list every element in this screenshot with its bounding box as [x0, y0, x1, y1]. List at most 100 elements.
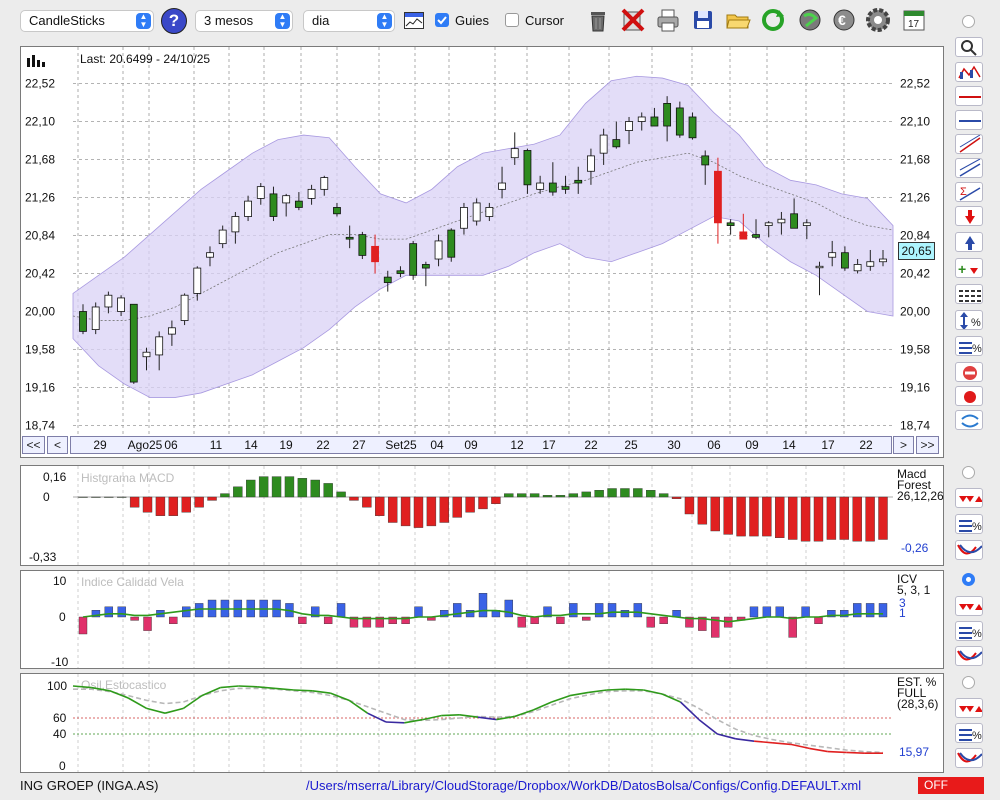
- help-icon[interactable]: ?: [161, 8, 187, 34]
- zoom-icon[interactable]: [955, 37, 983, 57]
- stoch-panel: Osil.Estocastico 100 60 40 0 EST. % FULL (28,3,…: [20, 673, 944, 773]
- icv-bar: [814, 616, 823, 625]
- currency-icon[interactable]: €: [830, 6, 858, 34]
- candle: [802, 222, 811, 226]
- candlestick-type-icon[interactable]: [955, 62, 983, 82]
- print-icon[interactable]: [654, 6, 682, 34]
- svg-text:%: %: [972, 343, 982, 355]
- date-label: 06: [164, 438, 178, 452]
- y-tick-label: 21,26: [25, 191, 55, 205]
- candle: [371, 245, 379, 263]
- horizontal-line-blue-icon[interactable]: [955, 110, 983, 130]
- curve-indicator-icon[interactable]: [955, 748, 983, 768]
- icv-bar: [633, 603, 643, 618]
- macd-bar: [362, 496, 372, 508]
- guides-checkbox[interactable]: [435, 13, 449, 27]
- stoch-k-segment: [625, 688, 644, 691]
- list-lines-icon[interactable]: [955, 284, 983, 304]
- stoch-k-segment: [404, 718, 423, 724]
- icv-bar: [298, 616, 307, 625]
- date-label: 14: [244, 438, 258, 452]
- chart-type-value: CandleSticks: [29, 13, 105, 28]
- chevron-updown-icon: ▲ ▼: [275, 13, 290, 29]
- legend-label: 3: [899, 596, 906, 610]
- candle: [206, 252, 214, 258]
- open-folder-icon[interactable]: [724, 6, 752, 34]
- ticker-label: ING GROEP (INGA.AS): [20, 778, 159, 793]
- interval-select[interactable]: dia ▲ ▼: [303, 10, 395, 32]
- buy-arrow-icon[interactable]: [955, 232, 983, 252]
- candle: [625, 121, 633, 131]
- candle: [142, 351, 151, 358]
- config-path-link[interactable]: /Users/mserra/Library/CloudStorage/Dropb…: [306, 778, 862, 793]
- nav-next-button[interactable]: >: [893, 436, 914, 454]
- curve-indicator-icon[interactable]: [955, 540, 983, 560]
- icv-bar: [543, 606, 552, 618]
- globe-icon[interactable]: [796, 6, 824, 34]
- signals-icon[interactable]: [955, 596, 983, 616]
- candle: [637, 116, 646, 122]
- candle: [726, 222, 735, 226]
- channel-line-icon[interactable]: [955, 158, 983, 178]
- save-icon[interactable]: [689, 6, 717, 34]
- macd-bar: [78, 496, 88, 498]
- curve-indicator-icon[interactable]: [955, 646, 983, 666]
- candle: [421, 264, 430, 269]
- chart-settings-icon[interactable]: [404, 12, 424, 29]
- fibonacci-icon[interactable]: Σ: [955, 182, 983, 202]
- refresh-icon[interactable]: [759, 6, 787, 34]
- chart-type-select[interactable]: CandleSticks ▲ ▼: [20, 10, 154, 32]
- signals-icon[interactable]: [955, 698, 983, 718]
- macd-bar: [284, 476, 295, 498]
- clear-forbidden-icon[interactable]: [955, 362, 983, 382]
- current-price-badge: 20,65: [898, 242, 935, 260]
- macd-bar: [387, 496, 398, 523]
- percent-range-icon[interactable]: %: [955, 310, 983, 330]
- calendar-icon[interactable]: 17: [900, 6, 928, 34]
- stoch-k-segment: [588, 689, 607, 694]
- candle: [485, 207, 494, 217]
- date-label: 09: [464, 438, 478, 452]
- signals-icon[interactable]: [955, 488, 983, 508]
- panel-select-radio-1[interactable]: [962, 466, 975, 479]
- stoch-k-segment: [551, 694, 571, 703]
- record-icon[interactable]: [955, 386, 983, 406]
- trend-line-icon[interactable]: [955, 134, 983, 154]
- stoch-k-segment: [846, 751, 865, 754]
- panel-select-radio-3[interactable]: [962, 676, 975, 689]
- nav-prev-button[interactable]: <: [47, 436, 68, 454]
- trash-icon[interactable]: [584, 6, 612, 34]
- panel-select-radio-2[interactable]: [962, 573, 975, 586]
- date-label: 17: [821, 438, 835, 452]
- candle: [764, 222, 773, 226]
- stoch-k-segment: [569, 691, 589, 697]
- nav-last-button[interactable]: >>: [916, 436, 939, 454]
- panel-select-radio-0[interactable]: [962, 15, 975, 28]
- gear-icon[interactable]: [864, 6, 892, 34]
- percent-lines-icon[interactable]: %: [955, 723, 983, 743]
- status-off-badge[interactable]: OFF: [918, 777, 984, 794]
- icv-bar: [840, 610, 849, 618]
- date-axis-bar[interactable]: 29 Ago25 06 11 14 19 22 27 Set25 04 09 12 17 22 25 30 06…: [70, 436, 892, 454]
- sell-arrow-icon[interactable]: [955, 206, 983, 226]
- cursor-checkbox[interactable]: [505, 13, 519, 27]
- icv-bar: [517, 616, 526, 628]
- swap-arrows-icon[interactable]: [955, 410, 983, 430]
- add-signal-icon[interactable]: +: [955, 258, 983, 278]
- date-label: 19: [279, 438, 293, 452]
- nav-first-button[interactable]: <<: [22, 436, 45, 454]
- svg-text:%: %: [971, 317, 981, 329]
- period-select[interactable]: 3 mesos ▲ ▼: [195, 10, 293, 32]
- macd-bar: [775, 496, 785, 538]
- candle: [447, 229, 456, 258]
- macd-bar: [839, 496, 849, 540]
- icv-bar: [143, 616, 152, 631]
- percent-lines-icon[interactable]: %: [955, 514, 983, 534]
- y-tick-label-right: 20,00: [900, 305, 930, 319]
- percent-lines-icon[interactable]: %: [955, 621, 983, 641]
- delete-icon[interactable]: [619, 6, 647, 34]
- horizontal-line-red-icon[interactable]: [955, 86, 983, 106]
- macd-bar: [865, 496, 875, 542]
- percent-lines-icon[interactable]: %: [955, 336, 983, 356]
